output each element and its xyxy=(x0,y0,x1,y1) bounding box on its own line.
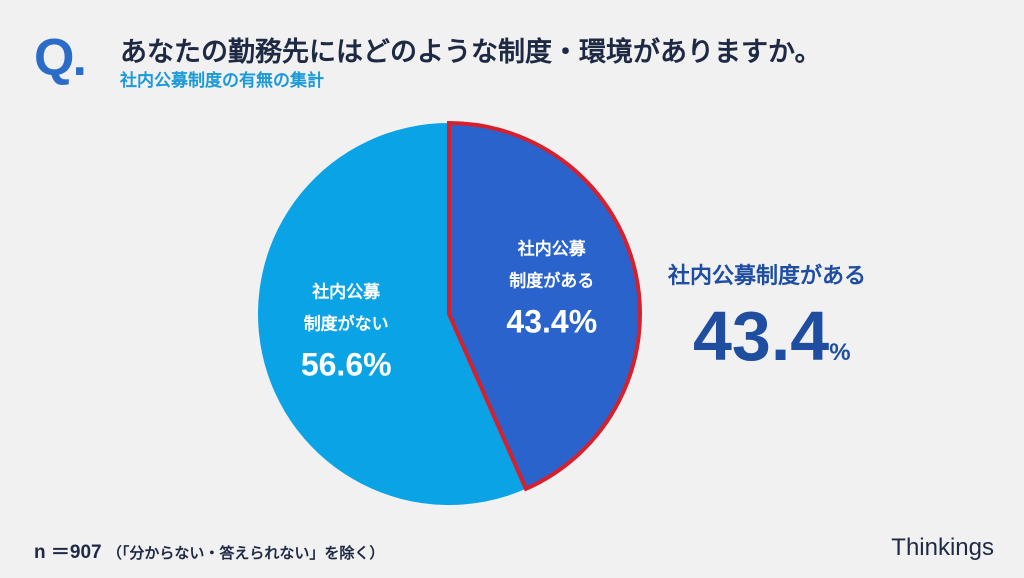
pie-slice-0 xyxy=(447,120,642,492)
callout-number: 43.4 xyxy=(693,297,830,375)
q-mark: Q. xyxy=(34,29,87,87)
pie-slice-1 xyxy=(258,123,526,505)
callout-unit: % xyxy=(829,339,851,366)
sample-size: n ＝907 （「分からない・答えられない」を除く） xyxy=(34,537,384,564)
question-title: あなたの勤務先にはどのような制度・環境がありますか。 xyxy=(120,37,822,67)
sample-size-value: n ＝907 xyxy=(34,542,102,563)
slice-label-line1-0: 社内公募 xyxy=(517,238,587,258)
sample-note: （「分からない・答えられない」を除く） xyxy=(106,545,385,562)
slice-label-line2-0: 制度がある xyxy=(509,270,594,290)
question-subtitle: 社内公募制度の有無の集計 xyxy=(120,71,324,90)
brand-logo: Thinkings xyxy=(891,534,994,561)
callout-label: 社内公募制度がある xyxy=(668,263,867,288)
callout-value: 43.4% xyxy=(693,296,851,376)
slice-label-line1-1: 社内公募 xyxy=(311,282,381,302)
slice-value-label-0: 43.4% xyxy=(506,303,597,339)
slice-value-label-1: 56.6% xyxy=(301,347,392,383)
slice-label-line2-1: 制度がない xyxy=(304,314,389,334)
